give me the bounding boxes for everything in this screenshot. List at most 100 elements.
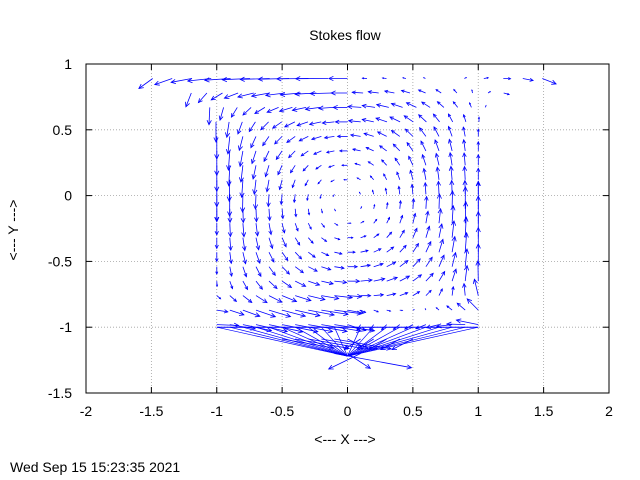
vector-arrow-head: [223, 94, 230, 99]
vector-arrow: [294, 208, 297, 217]
vector-arrow-head: [237, 145, 243, 152]
vector-arrow: [437, 101, 445, 108]
vector-arrow: [302, 165, 309, 172]
vector-arrow-head: [312, 328, 319, 334]
vector-arrow-head: [405, 102, 411, 106]
vector-arrow: [279, 107, 293, 112]
vector-arrow-head: [406, 364, 413, 370]
vector-arrow: [240, 165, 244, 182]
vector-arrow-head: [260, 125, 265, 131]
vector-arrow: [250, 136, 257, 148]
vector-arrow-head: [351, 90, 356, 95]
vector-arrow-head: [301, 282, 307, 287]
vector-arrow: [255, 280, 263, 290]
vector-arrow: [423, 168, 427, 180]
vector-arrow: [464, 166, 466, 180]
vector-arrow-head: [451, 285, 455, 290]
vector-arrow: [281, 251, 289, 261]
vector-arrow: [295, 309, 320, 317]
vector-arrow-head: [251, 174, 257, 180]
vector-arrow: [412, 243, 419, 253]
vector-arrow: [436, 324, 453, 327]
vector-arrow-head: [275, 76, 282, 82]
vector-arrow: [391, 103, 403, 108]
vector-arrow: [322, 121, 335, 124]
vector-arrow-head: [392, 326, 397, 330]
vector-arrow: [268, 237, 273, 249]
vector-arrow-head: [252, 189, 258, 196]
vector-arrow: [265, 92, 286, 96]
vector-arrow: [208, 107, 211, 125]
vector-arrow-head: [269, 244, 274, 250]
vector-arrow: [386, 261, 396, 268]
vector-arrow: [356, 338, 374, 350]
vector-arrow: [277, 165, 283, 175]
vector-arrow-head: [233, 298, 238, 302]
vector-arrow: [241, 179, 244, 198]
vector-arrow-head: [417, 89, 422, 93]
vector-arrow-head: [426, 225, 431, 231]
vector-arrow: [424, 182, 427, 195]
vector-arrow-head: [401, 309, 404, 312]
vector-arrow-head: [360, 205, 363, 208]
vector-arrow: [228, 179, 231, 202]
x-tick-label: -2: [80, 403, 93, 419]
vector-arrow-head: [455, 318, 462, 324]
vector-arrow-head: [244, 286, 249, 291]
vector-arrow-head: [529, 77, 535, 82]
vector-arrow-head: [381, 77, 384, 80]
vector-arrow-head: [228, 245, 233, 252]
vector-arrow-head: [439, 238, 444, 245]
vector-arrow-head: [214, 231, 219, 236]
vector-arrow-head: [275, 155, 280, 161]
vector-arrow: [448, 126, 453, 137]
vector-arrow: [238, 136, 244, 151]
vector-arrow-head: [228, 259, 233, 265]
vector-arrow: [403, 115, 414, 123]
vector-arrow: [138, 78, 153, 89]
vector-arrow: [399, 292, 408, 296]
vector-arrow: [360, 235, 367, 239]
vector-arrow-head: [336, 223, 339, 226]
x-tick-label: 1.5: [534, 403, 554, 419]
vector-arrow-head: [419, 127, 424, 132]
vector-arrow-head: [317, 181, 320, 185]
vector-arrow-head: [254, 217, 259, 223]
vector-arrow-head: [304, 183, 308, 187]
vector-arrow: [242, 280, 248, 290]
vector-arrow: [463, 114, 467, 123]
vector-arrow: [360, 264, 371, 268]
vector-arrow: [399, 245, 407, 253]
vector-arrow-head: [315, 166, 319, 170]
vector-arrow: [373, 278, 385, 282]
vector-arrow-head: [223, 309, 229, 314]
vector-arrow: [318, 107, 334, 109]
vector-arrow: [321, 324, 361, 332]
vector-arrow: [255, 223, 258, 236]
vector-arrow-head: [391, 345, 398, 351]
vector-arrow-head: [449, 179, 455, 186]
vector-arrow-head: [463, 216, 469, 222]
vector-arrow-head: [380, 277, 386, 282]
vector-arrow-head: [406, 141, 411, 147]
vector-arrow-head: [321, 120, 327, 125]
vector-arrow: [412, 291, 420, 296]
vector-arrow-head: [371, 189, 374, 192]
vector-arrow: [438, 223, 443, 238]
vector-arrow-head: [225, 148, 231, 155]
vector-arrow: [294, 251, 302, 260]
vector-arrow-head: [462, 113, 466, 118]
vector-arrow-head: [310, 240, 314, 244]
vector-arrow: [310, 92, 332, 94]
vector-arrow-head: [551, 79, 557, 85]
vector-arrow-head: [378, 248, 382, 252]
vector-arrow: [255, 295, 268, 303]
vector-arrow: [379, 145, 387, 152]
vector-arrow: [251, 92, 270, 97]
vector-arrow: [321, 237, 327, 242]
vector-arrow-head: [450, 204, 456, 211]
vector-arrow-head: [486, 76, 490, 80]
vector-arrow: [281, 326, 348, 357]
vector-arrow: [308, 309, 335, 316]
vector-arrow: [308, 326, 348, 357]
